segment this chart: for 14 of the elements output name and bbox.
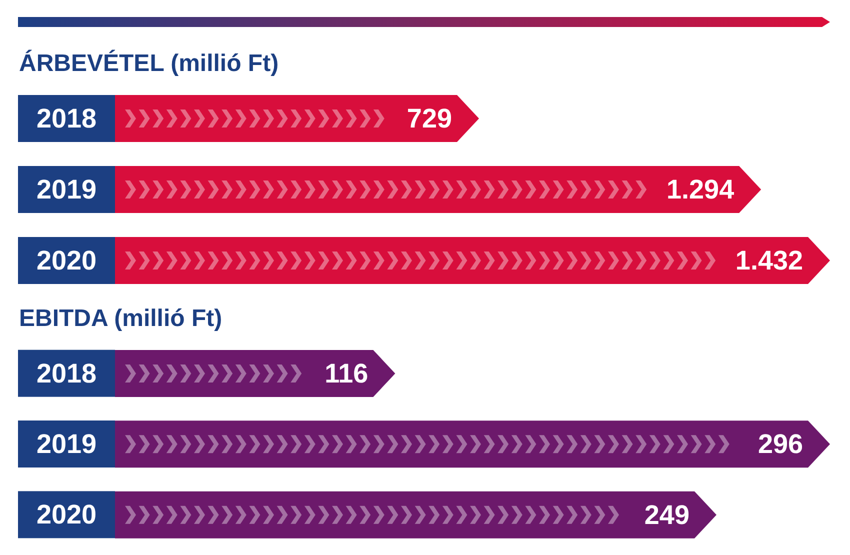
y-tick-label: 2018 — [36, 358, 97, 388]
y-tick-label: 2019 — [36, 174, 97, 204]
chart-title: EBITDA (millió Ft) — [19, 305, 222, 332]
data-label: 296 — [758, 429, 803, 460]
y-tick-label: 2020 — [36, 500, 97, 530]
data-label: 1.432 — [735, 246, 803, 276]
y-tick-label: 2019 — [36, 429, 97, 459]
data-label: 1.294 — [666, 174, 734, 204]
data-label: 116 — [324, 358, 368, 388]
data-label: 249 — [644, 500, 690, 530]
data-label: 729 — [406, 104, 452, 134]
y-tick-label: 2018 — [36, 104, 97, 134]
y-tick-label: 2020 — [36, 246, 97, 276]
chart-title: ÁRBEVÉTEL (millió Ft) — [19, 50, 279, 77]
